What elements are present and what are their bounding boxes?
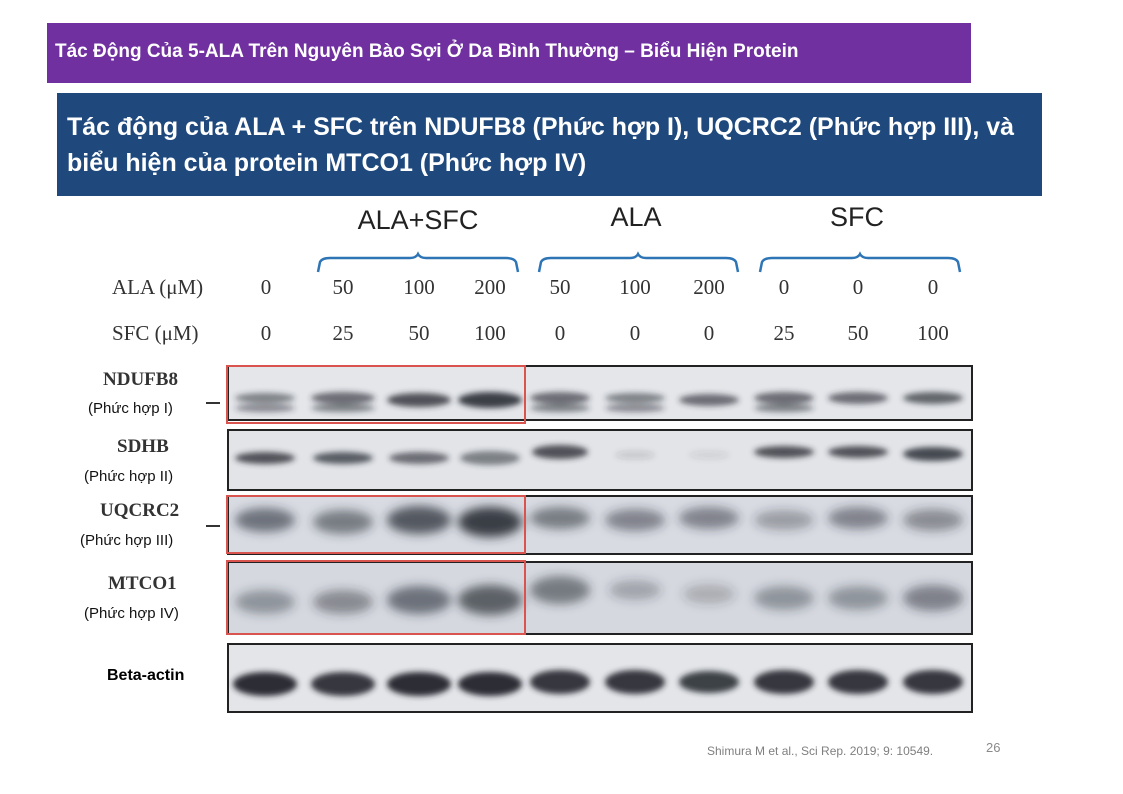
sfc-value: 0 [260, 321, 272, 345]
ala-value: 100 [619, 275, 651, 299]
highlight-box-mtco1 [226, 560, 526, 635]
brace-ala-sfc [316, 251, 520, 273]
sfc-value: 25 [332, 321, 354, 345]
blot-beta-actin [227, 643, 973, 713]
blot-sdhb [227, 429, 973, 491]
banner-title: Tác Động Của 5-ALA Trên Nguyên Bào Sợi Ở… [55, 41, 799, 62]
highlight-box-ndufb8 [226, 365, 526, 424]
marker-tick [206, 525, 220, 527]
slide-title: Tác động của ALA + SFC trên NDUFB8 (Phức… [67, 113, 1015, 177]
ala-value: 0 [778, 275, 790, 299]
ala-value: 200 [693, 275, 725, 299]
protein-label-mtco1: MTCO1 [108, 573, 177, 594]
ala-value: 50 [332, 275, 354, 299]
protein-label-sdhb: SDHB [117, 436, 169, 457]
ala-value: 100 [403, 275, 435, 299]
page-number: 26 [986, 740, 1001, 755]
group-label-ala-sfc: ALA+SFC [357, 205, 479, 235]
sfc-value: 25 [773, 321, 795, 345]
brace-sfc [758, 251, 962, 273]
complex-label-iii: (Phức hợp III) [80, 532, 174, 549]
sfc-concentration-label: SFC (μM) [112, 321, 199, 345]
ala-value: 0 [260, 275, 272, 299]
protein-label-ndufb8: NDUFB8 [103, 369, 178, 390]
sfc-value: 0 [703, 321, 715, 345]
marker-tick [206, 402, 220, 404]
blot-uqcrc2 [227, 495, 973, 555]
blot-ndufb8 [227, 365, 973, 421]
protein-label-uqcrc2: UQCRC2 [100, 500, 180, 521]
slide-title-box: Tác động của ALA + SFC trên NDUFB8 (Phức… [57, 93, 1042, 196]
sfc-value: 50 [408, 321, 430, 345]
top-banner: Tác Động Của 5-ALA Trên Nguyên Bào Sợi Ở… [47, 23, 971, 83]
complex-label-i: (Phức hợp I) [88, 400, 173, 417]
sfc-value: 0 [554, 321, 566, 345]
ala-value: 200 [474, 275, 506, 299]
sfc-value: 50 [847, 321, 869, 345]
ala-value: 0 [852, 275, 864, 299]
sfc-value: 0 [629, 321, 641, 345]
citation: Shimura M et al., Sci Rep. 2019; 9: 1054… [707, 744, 934, 758]
sfc-value: 100 [474, 321, 506, 345]
ala-value: 50 [549, 275, 571, 299]
protein-label-beta-actin: Beta-actin [107, 667, 185, 684]
complex-label-iv: (Phức hợp IV) [84, 605, 179, 622]
sfc-value: 100 [917, 321, 949, 345]
group-label-sfc: SFC [830, 202, 884, 232]
complex-label-ii: (Phức hợp II) [84, 468, 174, 485]
group-label-ala: ALA [610, 202, 662, 232]
ala-concentration-label: ALA (μM) [112, 275, 204, 299]
highlight-box-uqcrc2 [226, 495, 526, 554]
ala-value: 0 [927, 275, 939, 299]
brace-ala [537, 251, 740, 273]
blot-mtco1 [227, 561, 973, 635]
